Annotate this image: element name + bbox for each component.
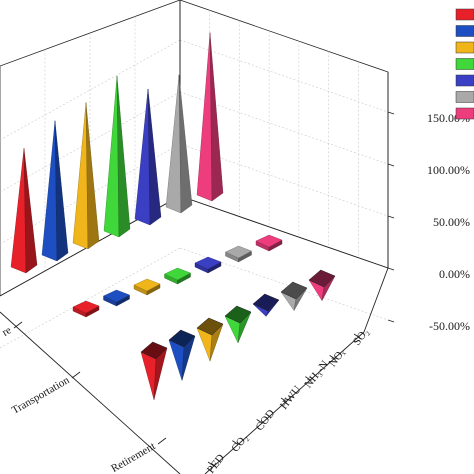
bar-retirement-0-face-top: [140, 341, 168, 360]
stage-tick-mark-1: [71, 371, 81, 379]
cat-tick-mark-4: [305, 376, 312, 382]
bar-transportation-1: [103, 289, 130, 307]
bar-re-5: [165, 74, 193, 214]
bar-transportation-5: [225, 245, 252, 263]
bar-retirement-2: [196, 317, 224, 362]
legend-swatch-0: [455, 8, 474, 21]
frame-floor-right: [179, 195, 389, 269]
cat-tick-mark-6: [353, 333, 361, 339]
bar-re-6: [196, 32, 224, 202]
legend-swatch-5: [455, 91, 474, 103]
bar-transportation-6-top: [255, 234, 283, 248]
cat-tick-mark-1: [232, 440, 239, 446]
bar-retirement-4: [252, 293, 280, 317]
z-axis: 150.00%100.00%50.00%0.00%-50.00%: [387, 111, 470, 333]
bar-re-4: [134, 88, 162, 226]
bar-transportation-4: [194, 256, 222, 274]
bar-re-6-face-right: [209, 32, 224, 202]
bar-re-4-face-right: [147, 88, 162, 226]
z-tick-mark-1: [387, 163, 395, 167]
bar-transportation-1-top: [103, 289, 130, 303]
bar-transportation-2: [133, 278, 161, 296]
cat-tick-mark-0: [207, 461, 215, 467]
bar-retirement-1: [168, 329, 196, 381]
bar-re-5-face-right: [178, 74, 193, 214]
z-tick-label-3: 0.00%: [439, 267, 470, 281]
bar-retirement-6-face-top: [308, 269, 336, 288]
bar-retirement-6: [308, 269, 336, 302]
floor-plane: [0, 196, 388, 474]
cat-tick-mark-3: [280, 397, 288, 403]
cat-tick-label-6: SO₂: [351, 326, 372, 348]
z-tick-mark-3: [387, 267, 395, 271]
bar-retirement-5: [280, 281, 308, 312]
frame-front-right: [363, 267, 389, 333]
cat-tick-mark-5: [329, 354, 336, 360]
legend-swatch-6: [455, 107, 474, 120]
legend: [455, 8, 474, 120]
bar-retirement-2-face-top: [196, 317, 224, 336]
z-tick-mark-2: [387, 215, 395, 219]
z-tick-label-2: 50.00%: [433, 215, 470, 229]
chart-marks: [10, 32, 336, 400]
legend-swatch-2: [455, 41, 474, 54]
bar-retirement-1-face-top: [168, 329, 196, 348]
bar-re-0: [10, 148, 38, 274]
legend-swatch-4: [455, 74, 474, 87]
z-tick-mark-4: [387, 319, 395, 323]
legend-swatch-1: [455, 25, 474, 37]
z-tick-label-1: 100.00%: [427, 163, 470, 177]
cat-tick-mark-2: [256, 418, 263, 424]
bar-retirement-5-face-top: [280, 281, 308, 300]
bar-re-2-face-right: [85, 102, 100, 250]
legend-swatch-3: [455, 58, 474, 70]
stage-axis-line: [0, 311, 181, 474]
bar-transportation-4-top: [194, 256, 222, 270]
category-axis-line: [204, 331, 365, 474]
bar-transportation-3-top: [164, 267, 191, 281]
bar-re-2: [72, 102, 100, 250]
z-tick-label-4: -50.00%: [429, 319, 470, 333]
bar-retirement-0: [140, 341, 168, 400]
bar-transportation-0-top: [72, 300, 100, 314]
bar-transportation-2-top: [133, 278, 161, 292]
z-tick-mark-0: [387, 111, 395, 115]
bar-re-0-face-right: [23, 148, 38, 274]
bar-transportation-6: [255, 234, 283, 252]
bar-retirement-4-face-top: [252, 293, 280, 312]
bar-re-3: [103, 75, 131, 238]
grid-line-back-0: [179, 39, 389, 113]
bar-retirement-3-face-top: [224, 305, 252, 324]
bar-transportation-0: [72, 300, 100, 318]
bar-re-1-face-right: [54, 120, 69, 262]
bar-transportation-3: [164, 267, 191, 285]
bar-re-1: [41, 120, 69, 262]
stage-tick-mark-2: [13, 321, 23, 329]
stage-tick-mark-0: [157, 437, 167, 445]
bar-retirement-3: [224, 305, 252, 344]
bar-re-3-face-right: [116, 75, 131, 238]
bar-transportation-5-top: [225, 245, 252, 259]
